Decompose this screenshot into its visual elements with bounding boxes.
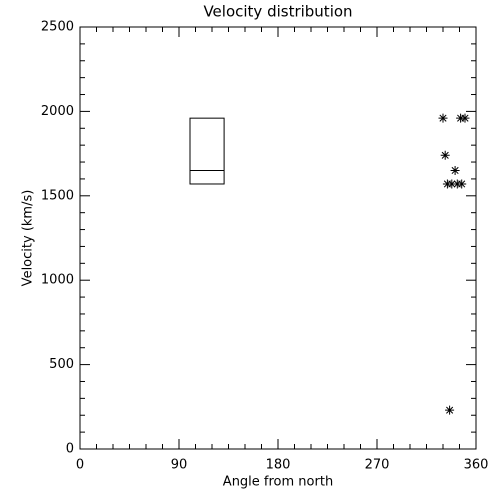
y-tick-label: 2000 — [41, 104, 74, 119]
point — [445, 405, 455, 415]
point — [447, 179, 457, 189]
y-tick-label: 0 — [66, 442, 74, 457]
y-tick-label: 2500 — [41, 20, 74, 35]
point — [460, 113, 470, 123]
x-axis-label: Angle from north — [223, 475, 333, 490]
x-tick-label: 180 — [266, 458, 291, 473]
point — [457, 179, 467, 189]
plot-frame — [79, 26, 477, 450]
y-axis-label: Velocity (km/s) — [21, 190, 36, 287]
chart-title: Velocity distribution — [203, 3, 352, 21]
x-tick-label: 90 — [171, 458, 188, 473]
point — [438, 113, 448, 123]
x-tick-label: 0 — [76, 458, 84, 473]
box — [189, 117, 225, 185]
x-tick-label: 270 — [365, 458, 390, 473]
y-tick-label: 1000 — [41, 273, 74, 288]
y-tick-label: 1500 — [41, 188, 74, 203]
y-tick-label: 500 — [49, 357, 74, 372]
point — [450, 165, 460, 175]
point — [440, 150, 450, 160]
x-tick-label: 360 — [464, 458, 489, 473]
